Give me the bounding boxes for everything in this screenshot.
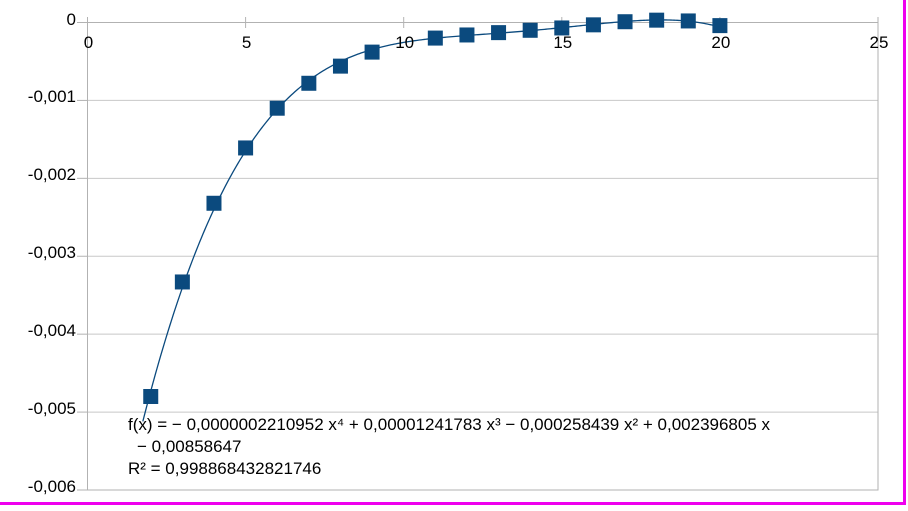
y-axis-tick-label: -0,001 [27,87,76,107]
data-point[interactable] [364,44,380,60]
data-point[interactable] [459,27,475,43]
data-point[interactable] [206,195,222,211]
data-point[interactable] [680,13,696,29]
data-point[interactable] [554,20,570,36]
data-point[interactable] [522,22,538,38]
data-point[interactable] [301,75,317,91]
y-axis-tick-label: -0,006 [27,477,76,496]
plot-area-border[interactable] [87,22,879,491]
data-point[interactable] [332,58,348,74]
selection-border-right[interactable] [903,0,906,505]
r-squared-label: R² = 0,998868432821746 [128,459,322,478]
data-point[interactable] [143,389,159,404]
x-axis-tick-label: 10 [395,33,415,52]
equation-line-2: − 0,00858647 [137,437,242,456]
x-axis-tick-label: 5 [241,33,252,52]
data-point[interactable] [617,14,633,30]
data-point[interactable] [712,18,728,34]
trendline-curve[interactable] [142,19,725,422]
data-point[interactable] [174,274,190,290]
data-point[interactable] [269,100,285,116]
x-axis-tick-label: 0 [83,33,94,52]
equation-line-1: f(x) = − 0,0000002210952 x⁴ + 0,00001241… [128,415,771,434]
data-point[interactable] [427,30,443,46]
trendline-equation-label[interactable]: f(x) = − 0,0000002210952 x⁴ + 0,00001241… [128,414,770,480]
selection-border-bottom[interactable] [0,502,906,505]
data-point[interactable] [238,140,254,156]
y-axis-tick-label: 0 [66,9,76,29]
x-axis-tick-label: 25 [869,33,889,52]
y-axis-tick-label: -0,005 [27,399,76,419]
data-point[interactable] [585,17,601,33]
data-point[interactable] [649,12,665,28]
x-axis-tick-label: 20 [711,33,731,52]
x-axis-tick-label: 15 [553,33,573,52]
y-axis-tick-label: -0,003 [27,243,76,263]
y-axis-tick-label: -0,004 [27,321,76,341]
data-point[interactable] [491,25,507,41]
y-axis-tick-label: -0,002 [27,165,76,185]
